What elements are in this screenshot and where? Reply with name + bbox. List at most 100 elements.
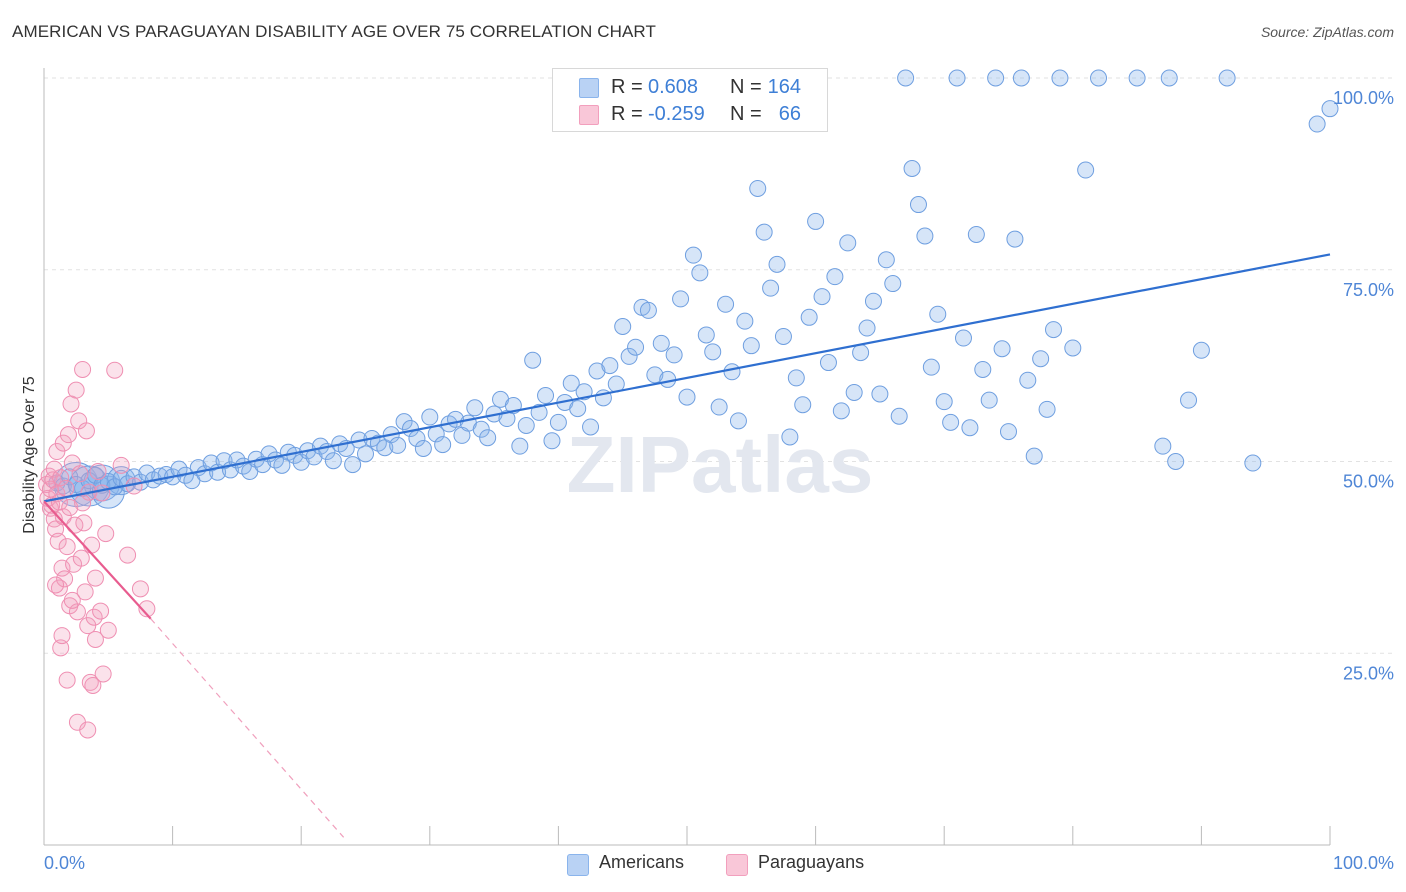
americans-point (1038, 400, 1056, 418)
americans-point (395, 413, 413, 431)
americans-point (903, 160, 921, 178)
paraguayans-point (83, 536, 101, 554)
americans-point (620, 347, 638, 365)
americans-point (877, 251, 895, 269)
paraguayans-point (54, 508, 72, 526)
americans-point (524, 351, 542, 369)
paraguayans-point (74, 360, 92, 378)
paraguayans-point (106, 361, 124, 379)
americans-point (800, 308, 818, 326)
legend-row-americans: R = 0.608 N = 164 (553, 74, 827, 100)
paraguayans-trend-extension (150, 618, 345, 838)
americans-point (742, 337, 760, 355)
paraguayans-point (74, 494, 92, 512)
americans-point (1032, 350, 1050, 368)
americans-point (344, 456, 362, 474)
americans-point (1090, 69, 1108, 87)
americans-point (794, 396, 812, 414)
americans-point (1218, 69, 1236, 87)
americans-point (575, 383, 593, 401)
americans-point (511, 437, 529, 455)
americans-point (588, 362, 606, 380)
americans-point (942, 413, 960, 431)
americans-point (543, 432, 561, 450)
americans-point (929, 305, 947, 323)
r-label: R = (611, 76, 643, 98)
americans-point (704, 343, 722, 361)
paraguayans-point (77, 422, 95, 440)
americans-point (839, 234, 857, 252)
trend-lines (43, 253, 1331, 838)
americans-point (1160, 69, 1178, 87)
americans-trend-line (43, 253, 1331, 503)
x-tick-label: 0.0% (44, 853, 85, 873)
americans-point (691, 264, 709, 282)
axes (43, 68, 1331, 846)
americans-r-value: 0.608 (648, 76, 699, 98)
grid-lines (44, 77, 1396, 654)
americans-point (639, 301, 657, 319)
americans-point (389, 436, 407, 454)
americans-point (974, 360, 992, 378)
paraguayans-point (86, 569, 104, 587)
americans-point (864, 292, 882, 310)
americans-point (627, 338, 645, 356)
americans-point (871, 385, 889, 403)
watermark: ZIPatlas (567, 420, 874, 509)
paraguayans-point (79, 721, 97, 739)
americans-point (736, 312, 754, 330)
americans-point (434, 436, 452, 454)
paraguayans-point (49, 532, 67, 550)
paraguayans-point (94, 665, 112, 683)
paraguayans-point (86, 630, 104, 648)
americans-point (993, 340, 1011, 358)
americans-point (646, 366, 664, 384)
americans-point (1128, 69, 1146, 87)
americans-point (569, 400, 587, 418)
paraguayans-point (81, 673, 99, 691)
americans-point (1025, 447, 1043, 465)
paraguayans-point (97, 525, 115, 543)
paraguayans-point (45, 460, 63, 478)
americans-point (729, 412, 747, 430)
paraguayans-point (119, 546, 137, 564)
americans-point (202, 454, 220, 472)
paraguayans-point (75, 514, 93, 532)
paraguayans-point (92, 602, 110, 620)
paraguayans-point (79, 617, 97, 635)
americans-point (845, 383, 863, 401)
paraguayans-point (58, 671, 76, 689)
americans-point (890, 407, 908, 425)
paraguayans-point (99, 621, 117, 639)
paraguayans-n-value: 66 (778, 103, 801, 125)
americans-point (466, 399, 484, 417)
americans-n-value: 164 (767, 76, 801, 98)
americans-point (749, 179, 767, 197)
y-tick-label: 25.0% (1343, 663, 1394, 683)
americans-point (357, 445, 374, 463)
americans-point (897, 69, 915, 87)
americans-point (807, 212, 825, 230)
paraguayans-points (38, 360, 156, 739)
americans-legend-label: Americans (599, 852, 685, 872)
americans-point (421, 408, 439, 426)
americans-point (781, 428, 799, 446)
americans-point (562, 374, 580, 392)
r-label: R = (611, 103, 643, 125)
paraguayans-point (56, 570, 74, 588)
paraguayans-point (84, 676, 102, 694)
americans-point (479, 429, 497, 447)
americans-point (652, 334, 670, 352)
paraguayans-point (131, 580, 149, 598)
paraguayans-point (93, 484, 111, 502)
americans-legend-swatch (567, 854, 589, 876)
americans-point (614, 318, 632, 336)
americans-point (916, 227, 934, 245)
paraguayans-point (71, 465, 89, 483)
americans-point (832, 402, 850, 420)
americans-point (1154, 437, 1172, 455)
americans-point (215, 452, 233, 470)
americans-point (678, 388, 696, 406)
americans-point (1321, 100, 1339, 118)
americans-point (967, 225, 985, 243)
